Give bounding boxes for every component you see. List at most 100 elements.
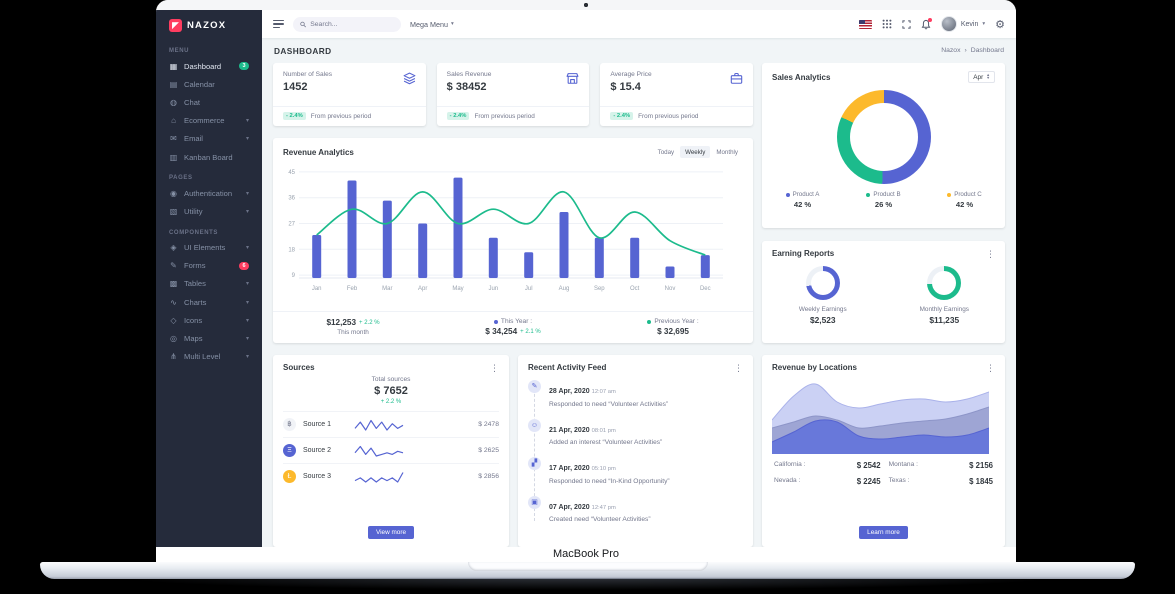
locations-stats: California : $ 2542 Montana : $ 2156 Nevada … [774, 461, 993, 486]
sidebar-menu: MENU ▦ Dashboard 3 ▤ Calendar ◍ Chat ⌂ Ecommerce ▾… [156, 39, 262, 366]
device-label: MacBook Pro [552, 548, 620, 560]
sales-analytics-card: Sales Analytics Apr ▲ ▼ Product A 42 % Prod… [762, 63, 1005, 228]
earning-item-2: Monthly Earnings $11,235 [884, 266, 1006, 325]
sidebar-section-header: MENU [169, 48, 190, 54]
briefcase-icon: ▣ [528, 495, 541, 509]
sidebar-item-multi-level[interactable]: ⋔ Multi Level ▾ [170, 352, 249, 362]
laptop-shadow [120, 578, 1055, 590]
chevron-down-icon: ▾ [245, 281, 249, 288]
laptop-base [40, 562, 1135, 579]
brand-logo-icon: ◤ [169, 19, 182, 32]
brand-name: NAZOX [187, 20, 227, 31]
sidebar-item-chat[interactable]: ◍ Chat [170, 97, 201, 107]
stat-card-3: Average Price $ 15.4- 2.4% From previous p… [600, 63, 754, 126]
svg-text:Sep: Sep [594, 286, 605, 292]
location-value: $ 2542 [856, 461, 881, 470]
sidebar-item-icons[interactable]: ◇ Icons ▾ [170, 315, 249, 325]
search-input[interactable] [310, 20, 394, 28]
search-icon [300, 21, 306, 27]
revenue-chart: 9 18 27 36 45 Jan Feb Mar Apr May Jun Jul Aug Sep Oct N… [277, 162, 749, 295]
this-year-dot [493, 319, 498, 324]
menu-toggle-icon[interactable] [273, 19, 284, 29]
svg-text:36: 36 [288, 196, 295, 202]
kebab-menu-icon[interactable]: ⋮ [734, 362, 743, 373]
tab-monthly[interactable]: Monthly [716, 148, 738, 156]
earning-reports-card: Earning Reports ⋮ Weekly Earnings $2,523 M… [762, 241, 1005, 343]
svg-text:18: 18 [288, 247, 295, 253]
sidebar-item-authentication[interactable]: ◉ Authentication ▾ [170, 188, 249, 198]
chart-icon: ▞ [528, 457, 541, 470]
chevron-down-icon: ▾ [245, 354, 249, 361]
search-box[interactable] [293, 16, 401, 32]
svg-text:45: 45 [288, 170, 295, 176]
sidebar-item-tables[interactable]: ▩ Tables ▾ [169, 279, 249, 289]
previous-year-dot [647, 319, 652, 324]
ecommerce-icon: ⌂ [171, 116, 176, 126]
svg-text:Mar: Mar [382, 286, 392, 292]
breadcrumb-home[interactable]: Nazox [941, 47, 961, 54]
legend-item-2: Product B 26 % [843, 191, 924, 209]
svg-text:9: 9 [292, 273, 296, 279]
screen-bezel-top [156, 0, 1016, 10]
sidebar-item-ecommerce[interactable]: ⌂ Ecommerce ▾ [156, 112, 262, 130]
authentication-icon: ◉ [170, 188, 177, 198]
ethereum-icon: Ξ [283, 444, 296, 457]
chevron-down-icon: ▾ [245, 299, 249, 306]
svg-text:May: May [452, 286, 463, 292]
sidebar-item-ui-elements[interactable]: ◈ UI Elements ▾ [170, 243, 249, 253]
period-select[interactable]: Apr ▲ ▼ [968, 71, 995, 83]
timeline-line [534, 384, 535, 521]
legend-dot [947, 192, 952, 197]
learn-more-button[interactable]: Learn more [859, 526, 908, 539]
view-more-button[interactable]: View more [367, 526, 415, 539]
dashboard-app: ◤ NAZOX MENU ▦ Dashboard 3 ▤ Calendar ◍ Chat ⌂ Ec… [156, 10, 1016, 547]
progress-ring [927, 266, 962, 300]
sidebar-item-utility[interactable]: ▧ Utility ▾ [169, 206, 249, 216]
gear-icon[interactable]: ⚙ [995, 18, 1005, 31]
sidebar-item-charts[interactable]: ∿ Charts ▾ [170, 297, 249, 307]
sidebar-item-forms[interactable]: ✎ Forms 6 [156, 257, 262, 275]
source-row-1[interactable]: ฿ Source 1 $ 2478 [283, 411, 499, 437]
tab-weekly[interactable]: Weekly [680, 146, 711, 158]
maps-icon: ◎ [170, 334, 177, 344]
kebab-menu-icon[interactable]: ⋮ [490, 362, 499, 373]
legend-item-3: Product C 42 % [924, 191, 1005, 209]
select-caret-icon: ▲ ▼ [986, 72, 990, 80]
content: Number of Sales 1452- 2.4% From previous p… [262, 63, 1016, 547]
sidebar-item-email[interactable]: ✉ Email ▾ [170, 134, 249, 144]
revenue-analytics-card: Revenue Analytics Today Weekly Monthly 9 18… [273, 138, 753, 343]
delta-badge: - 2.4% [610, 112, 634, 120]
svg-text:Oct: Oct [630, 286, 640, 292]
sidebar-item-maps[interactable]: ◎ Maps ▾ [170, 334, 249, 344]
us-flag-icon[interactable] [858, 19, 872, 29]
source-row-2[interactable]: Ξ Source 2 $ 2625 [283, 437, 499, 463]
camera-icon [584, 3, 588, 7]
activity-item-4: ▣ 07 Apr, 2020 12:47 pm Created need “Volun… [528, 495, 743, 523]
sparkline-chart [354, 445, 404, 457]
apps-grid-icon[interactable] [882, 19, 892, 29]
screen-bezel-bottom: MacBook Pro [156, 547, 1016, 562]
brand-logo[interactable]: ◤ NAZOX [156, 10, 262, 39]
fullscreen-icon[interactable] [902, 19, 911, 29]
kebab-menu-icon[interactable]: ⋮ [986, 248, 995, 259]
legend-dot [785, 192, 790, 197]
chat-icon: ◍ [170, 97, 177, 107]
user-menu[interactable]: Kevin ▾ [940, 16, 986, 32]
tab-today[interactable]: Today [657, 148, 675, 156]
activity-item-3: ▞ 17 Apr, 2020 05:10 pm Responded to need “… [528, 457, 743, 485]
mega-menu-button[interactable]: Mega Menu ▾ [410, 19, 454, 29]
activity-item-1: ✎ 28 Apr, 2020 12:07 am Responded to need “… [528, 380, 743, 408]
sources-list: ฿ Source 1 $ 2478 Ξ Source 2 $ 2625 Ł Source 3 $… [283, 411, 499, 489]
sidebar-item-kanban-board[interactable]: ▥ Kanban Board [169, 152, 233, 162]
chevron-down-icon: ▾ [982, 21, 986, 27]
source-row-3[interactable]: Ł Source 3 $ 2856 [283, 463, 499, 489]
kebab-menu-icon[interactable]: ⋮ [986, 362, 995, 373]
svg-text:Jun: Jun [488, 286, 498, 292]
sidebar-item-dashboard[interactable]: ▦ Dashboard 3 [156, 57, 262, 75]
sidebar-item-calendar[interactable]: ▤ Calendar [169, 79, 215, 89]
activity-feed-card: Recent Activity Feed ⋮ ✎ 28 Apr, 2020 12:0… [518, 355, 753, 547]
revenue-summary: $12,253 + 2.2 % This month This Year : [273, 311, 753, 343]
chevron-down-icon: ▾ [245, 118, 249, 125]
bell-icon[interactable] [921, 17, 932, 30]
location-label: Montana : [888, 461, 918, 468]
